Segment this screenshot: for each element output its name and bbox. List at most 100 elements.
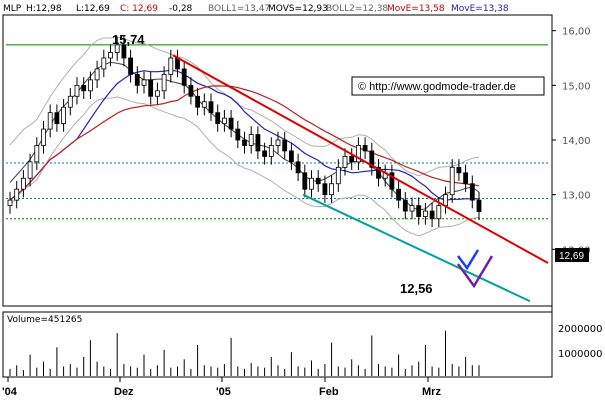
candle-body xyxy=(41,128,46,146)
low-label: 12,56 xyxy=(400,281,433,296)
candle-body xyxy=(355,145,361,163)
volume-title: Volume=451265 xyxy=(7,315,82,325)
candle-body xyxy=(362,145,368,152)
change-value: -0,28 xyxy=(169,4,193,14)
candle-body xyxy=(329,183,335,196)
y-tick-label: 13,00 xyxy=(562,191,591,202)
volume-layer xyxy=(9,330,480,376)
candle-body xyxy=(101,57,107,70)
price-tag-box xyxy=(555,248,589,262)
downtrend-line xyxy=(172,54,549,264)
candle-body xyxy=(188,84,194,97)
candle-body xyxy=(27,161,33,179)
x-tick-label: '05 xyxy=(216,386,231,398)
candle-body xyxy=(67,95,73,108)
bollinger-upper-band xyxy=(9,36,480,177)
candle-body xyxy=(463,172,469,185)
price-tag-text: 12,69 xyxy=(559,251,584,262)
move-blue-value: MovE=13,38 xyxy=(451,4,509,14)
candle-body xyxy=(88,79,93,92)
candle-body xyxy=(195,95,201,108)
volume-tick-2m: 2000000 xyxy=(558,324,603,335)
candle-body xyxy=(443,194,448,207)
candle-body xyxy=(342,155,348,168)
ohlc-header: MLP H:12,98 L:12,69 C: 12,69 -0,28 BOLL1… xyxy=(3,4,509,14)
candle-body xyxy=(349,155,355,163)
volume-tick-1m: 1000000 xyxy=(558,349,603,360)
candle-body xyxy=(181,68,187,86)
x-tick-label: Mrz xyxy=(422,386,441,398)
candle-body xyxy=(335,166,341,185)
candle-body xyxy=(47,112,53,130)
candle-body xyxy=(255,134,261,152)
candle-body xyxy=(248,134,254,146)
candle-body xyxy=(402,199,408,212)
y-tick-label: 15,00 xyxy=(562,81,591,92)
ticker-label: MLP xyxy=(3,4,22,14)
candle-body xyxy=(282,139,288,152)
candle-body xyxy=(268,145,274,157)
candle-body xyxy=(235,128,241,141)
support-channel-line xyxy=(302,193,531,303)
candle-body xyxy=(469,183,475,201)
move-red-value: MovE=13,58 xyxy=(387,4,445,14)
price-layer xyxy=(6,36,549,303)
candle-body xyxy=(121,44,127,59)
candle-body xyxy=(422,210,428,217)
candle-body xyxy=(128,57,134,75)
x-tick-label: Feb xyxy=(319,386,339,398)
x-tick-label: '04 xyxy=(2,386,18,398)
candle-body xyxy=(396,188,402,201)
candle-body xyxy=(108,52,113,59)
blue-checkmark-icon xyxy=(457,249,480,271)
candle-body xyxy=(309,177,314,190)
candle-body xyxy=(20,177,26,190)
candle-body xyxy=(429,210,435,220)
candle-body xyxy=(295,161,301,174)
candle-body xyxy=(476,199,482,213)
watermark-box xyxy=(351,76,545,96)
candle-body xyxy=(322,183,328,196)
moving-average-blue xyxy=(9,69,480,201)
candle-body xyxy=(81,84,87,92)
candle-body xyxy=(242,139,247,146)
candle-body xyxy=(201,101,207,108)
candle-body xyxy=(315,177,321,185)
candle-body xyxy=(456,166,462,174)
y-tick-label: 14,00 xyxy=(562,136,591,147)
candle-body xyxy=(416,205,422,217)
y-tick-label: 16,00 xyxy=(562,27,591,38)
candle-body xyxy=(376,166,381,179)
candle-body xyxy=(141,79,147,86)
x-tick-label: Dez xyxy=(114,386,134,398)
candle-body xyxy=(262,150,268,157)
candle-body xyxy=(54,112,60,124)
candle-body xyxy=(436,205,442,220)
candle-body xyxy=(228,117,234,130)
close-value: C: 12,69 xyxy=(120,4,158,14)
candle-body xyxy=(148,79,154,97)
bollinger-lower-band xyxy=(9,96,480,237)
candle-body xyxy=(161,74,167,92)
candle-body xyxy=(7,199,13,206)
candle-body xyxy=(215,112,221,124)
candle-body xyxy=(74,84,80,97)
low-value: L:12,69 xyxy=(76,4,110,14)
candle-body xyxy=(61,106,66,124)
candle-body xyxy=(409,205,415,212)
candle-body xyxy=(288,150,294,163)
candle-body xyxy=(14,188,20,201)
candle-body xyxy=(134,74,140,86)
candle-body xyxy=(208,101,214,114)
candle-body xyxy=(94,68,100,81)
candle-body xyxy=(275,139,281,146)
candle-body xyxy=(389,172,395,190)
candle-body xyxy=(34,145,40,163)
boll1-value: BOLL1=13,47 xyxy=(208,4,270,14)
candle-body xyxy=(449,166,455,196)
candle-body xyxy=(221,117,227,124)
candle-body xyxy=(168,57,174,75)
candle-body xyxy=(302,172,308,190)
